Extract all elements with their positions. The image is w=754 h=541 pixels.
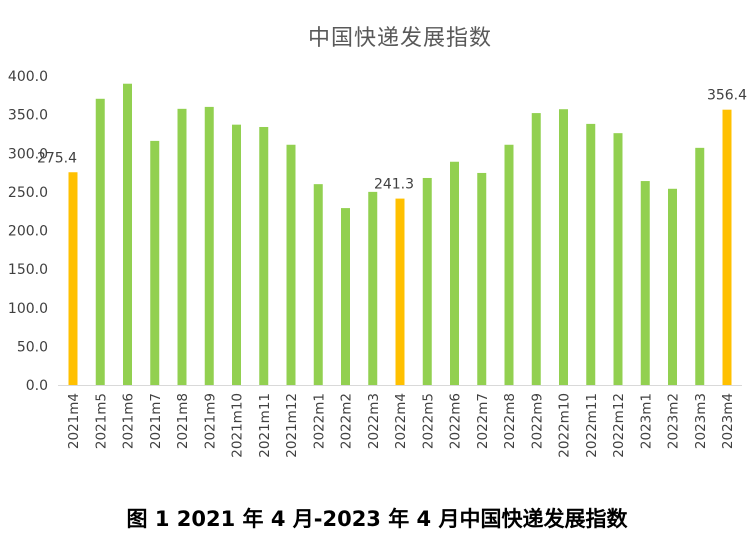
x-tick-label: 2021m12 [284, 393, 300, 458]
bar-2022m1 [313, 184, 323, 385]
bar-2021m9 [204, 106, 214, 386]
bar-2023m4 [722, 109, 732, 385]
bar-2022m9 [531, 113, 541, 385]
bar-2022m8 [504, 144, 514, 385]
bar-2022m10 [559, 109, 568, 385]
data-label: 275.4 [37, 150, 77, 166]
bar-2022m12 [613, 133, 623, 385]
x-tick-label: 2022m8 [502, 393, 518, 449]
data-label: 356.4 [707, 88, 747, 104]
bar-2021m4 [68, 172, 78, 385]
bar-2022m6 [450, 161, 459, 385]
bar-2021m11 [259, 126, 269, 386]
bar-2021m7 [150, 140, 160, 385]
y-tick-label: 100.0 [8, 301, 48, 317]
x-tick-label: 2022m6 [448, 393, 464, 449]
x-tick-label: 2023m4 [720, 393, 736, 449]
bar-2022m3 [368, 191, 378, 385]
x-tick-label: 2021m4 [66, 393, 82, 449]
x-tick-label: 2022m2 [339, 393, 355, 449]
y-tick-label: 350.0 [8, 108, 48, 124]
bar-2021m6 [123, 83, 132, 385]
x-tick-label: 2021m10 [230, 393, 246, 458]
bar-2022m4 [395, 198, 405, 385]
y-tick-label: 250.0 [8, 185, 48, 201]
bar-2022m5 [422, 177, 432, 385]
bar-2023m1 [640, 181, 650, 385]
x-tick-label: 2021m6 [121, 393, 137, 449]
x-tick-label: 2022m3 [366, 393, 382, 449]
x-tick-label: 2022m9 [529, 393, 545, 449]
x-tick-label: 2022m7 [475, 393, 491, 449]
chart-title: 中国快递发展指数 [307, 26, 492, 51]
x-tick-label: 2023m3 [693, 393, 709, 449]
x-tick-label: 2022m12 [611, 393, 627, 458]
bar-2021m10 [232, 124, 241, 385]
bar-2022m2 [341, 208, 350, 385]
bar-2021m8 [177, 108, 187, 386]
x-tick-label: 2021m5 [93, 393, 109, 449]
x-tick-label: 2022m11 [584, 393, 600, 458]
x-tick-label: 2022m10 [557, 393, 573, 458]
bar-2021m5 [95, 98, 105, 385]
bar-2023m2 [668, 188, 677, 385]
bar-2022m7 [477, 172, 487, 385]
x-tick-label: 2023m1 [638, 393, 654, 449]
x-tick-label: 2022m1 [311, 393, 327, 449]
x-tick-label: 2021m7 [148, 393, 164, 449]
y-tick-label: 0.0 [26, 378, 48, 394]
data-label: 241.3 [374, 177, 414, 193]
y-tick-label: 400.0 [8, 69, 48, 85]
y-tick-label: 50.0 [17, 339, 48, 355]
x-tick-label: 2023m2 [666, 393, 682, 449]
bar-2021m12 [286, 144, 296, 385]
x-tick-label: 2022m4 [393, 393, 409, 449]
figure-caption: 图 1 2021 年 4 月-2023 年 4 月中国快递发展指数 [126, 507, 628, 531]
x-tick-label: 2021m11 [257, 393, 273, 458]
y-tick-label: 200.0 [8, 224, 48, 240]
y-tick-label: 150.0 [8, 262, 48, 278]
bar-2023m3 [695, 147, 705, 385]
x-tick-label: 2022m5 [420, 393, 436, 449]
x-tick-label: 2021m8 [175, 393, 191, 449]
x-tick-label: 2021m9 [202, 393, 218, 449]
bar-2022m11 [586, 123, 596, 386]
y-tick-label: 300.0 [8, 146, 48, 162]
